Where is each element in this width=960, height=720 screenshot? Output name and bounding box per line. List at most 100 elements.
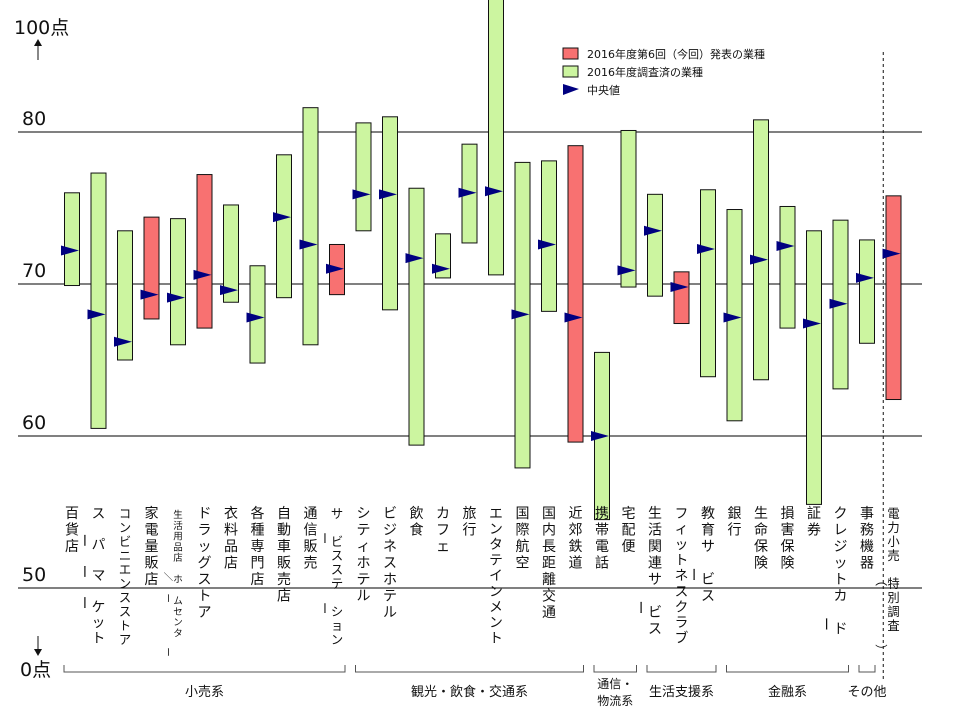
y-bottom-label: 0点: [20, 659, 51, 681]
group-label: 生活支援系: [649, 685, 714, 700]
group-bracket: [355, 665, 584, 673]
group-label: 通信・物流系: [597, 677, 633, 708]
range-bar: [64, 192, 80, 287]
median-marker: [405, 253, 424, 264]
median-marker: [273, 212, 291, 223]
category-label: 損害保険: [781, 506, 795, 572]
median-marker: [114, 336, 132, 347]
median-marker: [246, 312, 265, 323]
category-label: 証券: [807, 506, 821, 539]
median-marker: [697, 244, 715, 255]
median-marker: [61, 245, 79, 256]
median-marker: [617, 265, 636, 276]
y-top-label: 100点: [14, 17, 69, 39]
group-label: その他: [847, 685, 886, 700]
range-bar: [859, 239, 875, 344]
range-bar: [196, 174, 213, 329]
median-marker: [87, 309, 106, 320]
y-tick-label: 60: [22, 412, 46, 434]
y-tick-label: 50: [22, 564, 46, 586]
group-bracket: [858, 665, 876, 673]
legend-label: 中央値: [587, 84, 620, 97]
category-label: 自動車販売店: [277, 506, 291, 605]
legend-label: 2016年度第6回（今回）発表の業種: [587, 47, 765, 61]
median-marker: [432, 263, 450, 274]
legend-label: 2016年度調査済の業種: [587, 65, 703, 79]
range-bar: [488, 0, 504, 276]
median-marker: [193, 269, 212, 280]
median-marker: [591, 431, 609, 441]
category-label: 生活用品店／ホームセンター: [162, 509, 184, 657]
median-marker: [803, 318, 821, 329]
median-marker: [856, 272, 874, 283]
median-marker: [670, 282, 689, 293]
legend-swatch: [562, 65, 579, 78]
legend-swatch: [562, 47, 579, 60]
range-bar: [355, 122, 372, 232]
range-bar: [673, 271, 690, 325]
median-marker: [776, 241, 795, 251]
range-bar: [143, 216, 160, 320]
y-tick-label: 70: [22, 260, 46, 282]
category-label: 教育サービス: [684, 506, 715, 605]
median-marker: [882, 248, 901, 259]
category-label: クレジットカード: [817, 506, 848, 638]
median-marker: [644, 225, 662, 236]
median-marker: [538, 239, 556, 250]
category-label: ビジネスホテル: [383, 506, 397, 621]
median-marker: [511, 309, 530, 320]
range-bar: [806, 230, 822, 505]
category-label: 電力小売（特別調査）: [873, 507, 899, 656]
median-marker: [829, 298, 848, 309]
up-arrow-head-icon: [34, 39, 42, 46]
median-marker: [723, 312, 742, 323]
category-label: 飲食: [410, 506, 424, 539]
category-label: 生命保険: [754, 506, 768, 572]
category-label: 百貨店: [65, 506, 79, 555]
median-marker: [299, 239, 318, 250]
legend-median-icon: [563, 84, 579, 95]
group-bracket: [593, 665, 637, 673]
category-label: 家電量販店: [145, 505, 159, 588]
range-bar: [753, 119, 769, 381]
median-marker: [326, 263, 344, 274]
range-bar: [567, 145, 584, 443]
y-tick-label: 80: [22, 108, 46, 130]
group-label: 小売系: [185, 684, 224, 700]
category-label: 国際航空: [516, 506, 530, 572]
group-bracket: [726, 665, 849, 673]
category-label: 銀行: [728, 506, 742, 539]
median-marker: [564, 312, 583, 323]
range-bar: [382, 116, 398, 311]
category-label: 通信販売: [304, 506, 318, 572]
median-marker: [140, 289, 159, 300]
range-bar: [408, 187, 425, 446]
range-bar: [276, 154, 292, 299]
category-label: 旅行: [463, 506, 477, 539]
range-bar: [779, 205, 796, 329]
category-label: コンビニエンスストア: [119, 507, 131, 647]
median-marker: [485, 186, 503, 197]
median-marker: [167, 292, 185, 303]
group-bracket: [63, 665, 346, 673]
category-label: 国内長距離交通: [542, 506, 556, 621]
category-label: 携帯電話: [595, 506, 609, 572]
down-arrow-head-icon: [34, 649, 42, 656]
category-label: 衣料品店: [224, 506, 238, 572]
category-label: フィットネスクラブ: [675, 506, 689, 646]
category-label: 近郊鉄道: [569, 506, 583, 572]
category-label: 各種専門店: [251, 506, 265, 588]
range-bar: [647, 193, 663, 297]
range-bar: [90, 172, 107, 429]
category-label: ドラッグストア: [198, 506, 212, 621]
range-bar: [885, 195, 902, 401]
category-label: カフェ: [436, 506, 450, 555]
range-bar: [302, 107, 319, 346]
median-marker: [352, 189, 371, 200]
median-marker: [220, 285, 238, 296]
category-label: 事務機器: [860, 506, 874, 572]
category-label: シティホテル: [357, 506, 371, 605]
range-bar: [117, 230, 133, 361]
median-marker: [750, 254, 768, 265]
